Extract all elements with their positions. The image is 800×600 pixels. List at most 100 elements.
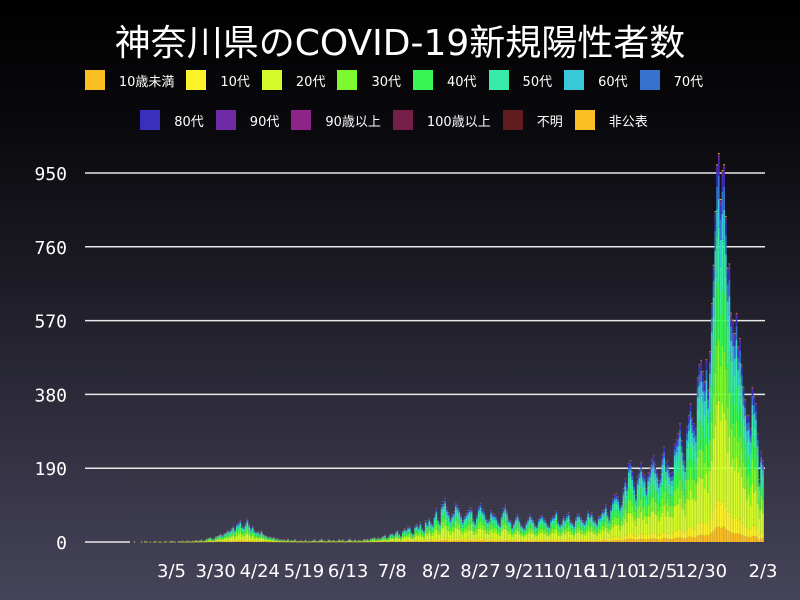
bar-segment xyxy=(710,532,713,542)
bar-segment xyxy=(742,389,745,397)
bar-segment xyxy=(647,472,650,474)
bar-segment xyxy=(622,495,625,500)
bar-segment xyxy=(749,505,752,530)
bar-segment xyxy=(654,479,657,491)
chart-title: 神奈川県のCOVID-19新規陽性者数 xyxy=(114,23,686,64)
bar-segment xyxy=(751,396,754,406)
bar-segment xyxy=(592,526,595,531)
bar-segment xyxy=(433,520,436,525)
bar-segment xyxy=(251,536,254,541)
bar-segment xyxy=(393,536,395,538)
bar-segment xyxy=(689,405,692,412)
bar-segment xyxy=(211,539,213,541)
bar-segment xyxy=(230,540,233,542)
bar-segment xyxy=(536,527,538,528)
bar-segment xyxy=(583,523,586,524)
bar-segment xyxy=(665,479,667,491)
bar-segment xyxy=(573,525,575,526)
bar-segment xyxy=(444,498,446,500)
bar-segment xyxy=(410,535,413,538)
bar-segment xyxy=(483,514,485,517)
bar-segment xyxy=(469,540,471,542)
bar-segment xyxy=(504,528,507,538)
bar-segment xyxy=(401,540,404,542)
bar-segment xyxy=(499,540,501,542)
bar-segment xyxy=(756,470,759,487)
bar-segment xyxy=(615,525,618,537)
bar-segment xyxy=(691,460,694,480)
bar-segment xyxy=(474,523,476,525)
bar-segment xyxy=(650,511,653,534)
bar-segment xyxy=(689,447,692,469)
bar-segment xyxy=(255,540,258,542)
bar-segment xyxy=(414,536,416,541)
bar-segment xyxy=(617,497,620,500)
bar-segment xyxy=(760,495,763,510)
bar-segment xyxy=(440,508,443,512)
bar-segment xyxy=(686,433,688,441)
bar-segment xyxy=(726,267,729,269)
bar-segment xyxy=(527,519,529,521)
bar-segment xyxy=(435,510,438,513)
bar-segment xyxy=(260,534,263,537)
bar-segment xyxy=(502,524,505,530)
bar-segment xyxy=(560,526,563,530)
bar-segment xyxy=(714,372,717,426)
bar-segment xyxy=(398,539,401,542)
bar-segment xyxy=(619,506,621,508)
bar-segment xyxy=(670,495,672,506)
bar-segment xyxy=(620,537,623,541)
bar-segment xyxy=(453,526,455,532)
bar-segment xyxy=(440,522,443,529)
bar-segment xyxy=(241,536,243,541)
bar-segment xyxy=(430,529,432,533)
bar-segment xyxy=(513,524,515,526)
bar-segment xyxy=(555,520,558,526)
bar-segment xyxy=(589,515,591,517)
bar-segment xyxy=(426,524,429,526)
bar-segment xyxy=(717,339,720,401)
bar-segment xyxy=(749,486,752,506)
bar-segment xyxy=(710,386,713,423)
bar-segment xyxy=(260,536,263,539)
bar-segment xyxy=(599,521,602,525)
bar-segment xyxy=(218,537,220,539)
bar-segment xyxy=(716,171,718,187)
bar-segment xyxy=(762,487,764,500)
bar-segment xyxy=(544,523,547,525)
bar-segment xyxy=(227,534,229,537)
bar-segment xyxy=(543,529,545,534)
bar-segment xyxy=(564,530,567,534)
bar-segment xyxy=(416,524,418,526)
bar-segment xyxy=(677,433,680,436)
bar-segment xyxy=(606,522,609,528)
bar-segment xyxy=(419,522,422,524)
bar-segment xyxy=(640,533,642,539)
bar-segment xyxy=(717,176,720,200)
bar-segment xyxy=(421,540,424,542)
bar-segment xyxy=(657,501,660,511)
bar-segment xyxy=(552,516,554,518)
bar-segment xyxy=(414,526,416,528)
bar-segment xyxy=(439,523,441,525)
bar-segment xyxy=(762,460,764,462)
bar-segment xyxy=(532,522,535,525)
bar-segment xyxy=(709,373,711,387)
bar-segment xyxy=(548,528,551,530)
bar-segment xyxy=(726,452,729,512)
bar-segment xyxy=(211,540,213,542)
bar-segment xyxy=(665,533,667,539)
bar-segment xyxy=(747,417,750,423)
bar-segment xyxy=(488,534,491,540)
bar-segment xyxy=(762,469,764,477)
bar-segment xyxy=(451,519,454,524)
bar-segment xyxy=(617,524,620,538)
bar-segment xyxy=(716,236,718,289)
bar-segment xyxy=(576,540,579,542)
bar-segment xyxy=(401,532,404,533)
bar-segment xyxy=(564,526,567,531)
bar-segment xyxy=(213,540,215,542)
bar-segment xyxy=(230,537,233,541)
bar-segment xyxy=(421,529,424,531)
bar-segment xyxy=(228,532,231,535)
